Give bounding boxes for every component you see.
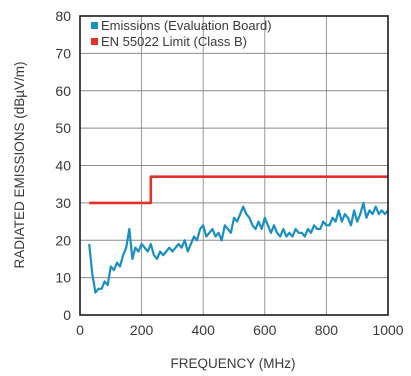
y-tick-label: 70 [55, 45, 71, 61]
y-axis-label: RADIATED EMISSIONS (dBµV/m) [12, 61, 27, 268]
y-tick-label: 30 [55, 195, 71, 211]
x-tick-label: 200 [130, 322, 154, 338]
legend-swatch-emissions [91, 22, 98, 29]
series-lines [88, 175, 389, 294]
x-tick-label: 400 [192, 322, 216, 338]
y-tick-label: 50 [55, 120, 71, 136]
x-tick-label: 0 [76, 322, 84, 338]
y-tick-label: 20 [55, 232, 71, 248]
y-tick-label: 10 [55, 270, 71, 286]
legend: Emissions (Evaluation Board) EN 55022 Li… [91, 18, 272, 49]
y-tick-label: 60 [55, 83, 71, 99]
x-tick-label: 800 [315, 322, 339, 338]
x-tick-label: 600 [253, 322, 277, 338]
legend-swatch-limit [91, 38, 98, 45]
legend-label-emissions: Emissions (Evaluation Board) [101, 18, 272, 33]
x-tick-label: 1000 [372, 322, 403, 338]
emissions-series-line [88, 201, 389, 294]
plot-frame [79, 15, 389, 316]
x-axis-label: FREQUENCY (MHz) [170, 356, 295, 371]
y-tick-label: 0 [63, 307, 71, 323]
legend-label-limit: EN 55022 Limit (Class B) [101, 34, 247, 49]
y-tick-label: 80 [55, 8, 71, 24]
y-tick-label: 40 [55, 158, 71, 174]
limit-series-line [89, 175, 388, 205]
